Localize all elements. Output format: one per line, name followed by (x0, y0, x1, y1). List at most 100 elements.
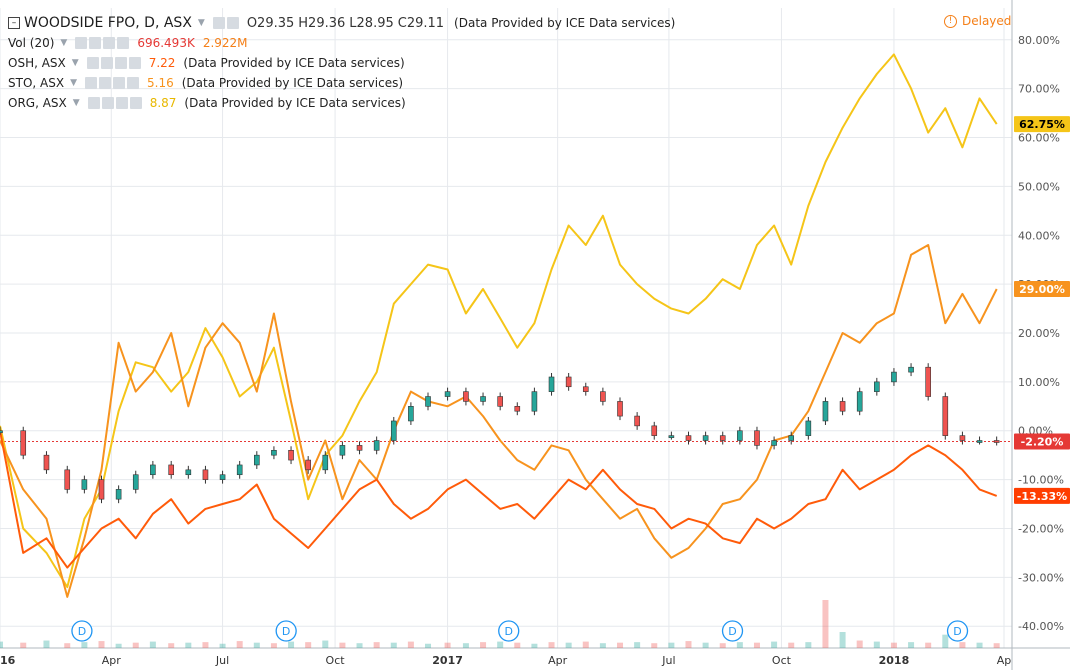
compare-row-org: ORG, ASX ▼ 8.87 (Data Provided by ICE Da… (8, 94, 406, 112)
symbol-title[interactable]: WOODSIDE FPO, D, ASX (24, 15, 192, 31)
compare-label[interactable]: STO, ASX (8, 76, 65, 90)
collapse-icon[interactable]: – (8, 17, 20, 29)
volume-bar (771, 641, 778, 648)
candle (444, 391, 451, 397)
candle (719, 435, 726, 441)
candle (0, 430, 3, 434)
price-badge-org (1014, 116, 1070, 133)
eye-icon[interactable] (212, 17, 225, 29)
candle (356, 445, 363, 451)
candle (480, 396, 486, 402)
series-line-org (0, 53, 998, 589)
volume-bar (0, 641, 3, 648)
dividend-marker[interactable] (71, 620, 93, 642)
main-symbol-row: – WOODSIDE FPO, D, ASX ▼ O29.35 H29.36 L… (8, 14, 675, 32)
gear-icon[interactable] (89, 37, 102, 49)
candle (805, 420, 812, 436)
candle (64, 469, 71, 490)
delayed-label: Delayed (962, 14, 1012, 28)
chevron-down-icon[interactable]: ▼ (197, 18, 205, 28)
candle (600, 391, 606, 402)
close-icon[interactable] (127, 77, 139, 89)
volume-bar (20, 642, 27, 648)
plus-icon[interactable] (113, 77, 125, 89)
close-icon[interactable] (117, 37, 130, 49)
dividend-marker[interactable] (498, 620, 520, 642)
volume-bar (685, 641, 692, 648)
y-tick-label: 50.00% (1018, 180, 1060, 193)
volume-bar (805, 642, 812, 648)
candle (236, 464, 243, 476)
candle (702, 435, 709, 441)
volume-row: Vol (20) ▼ 696.493K 2.922M (8, 34, 248, 52)
close-icon[interactable] (128, 57, 141, 69)
compare-label[interactable]: OSH, ASX (8, 56, 66, 70)
plus-icon[interactable] (115, 97, 128, 109)
volume-bar (890, 642, 897, 648)
volume-bar (115, 643, 122, 648)
volume-bar (81, 642, 88, 648)
y-tick-label: -20.00% (1018, 522, 1064, 535)
volume-label[interactable]: Vol (20) (8, 36, 55, 50)
y-tick-label: -10.00% (1018, 474, 1064, 487)
candle (976, 440, 983, 443)
dividend-marker-label: D (728, 625, 736, 638)
delayed-indicator[interactable]: ! Delayed (944, 14, 1011, 28)
eye-icon[interactable] (86, 57, 99, 69)
candle (822, 401, 829, 422)
high-value: H29.36 (298, 15, 346, 31)
eye-icon[interactable] (85, 77, 97, 89)
volume-bar (634, 642, 641, 648)
gear-icon[interactable] (99, 77, 111, 89)
volume-bar (390, 642, 397, 648)
gear-icon[interactable] (100, 57, 113, 69)
candle (390, 420, 397, 441)
candle (463, 391, 469, 402)
candle (651, 425, 658, 436)
x-tick-label: 2017 (432, 654, 463, 667)
candle (959, 435, 966, 441)
candle (425, 396, 431, 407)
chevron-down-icon[interactable]: ▼ (72, 98, 80, 108)
candle (132, 474, 139, 490)
low-value: L28.95 (349, 15, 394, 31)
candle (202, 469, 209, 480)
volume-buttons (75, 37, 130, 49)
volume-bar (185, 642, 192, 648)
candle (81, 479, 88, 490)
candle (168, 464, 175, 476)
eye-icon[interactable] (75, 37, 88, 49)
plus-icon[interactable] (114, 57, 127, 69)
candle (668, 435, 675, 438)
dividend-marker[interactable] (275, 620, 297, 642)
volume-bar (168, 643, 175, 648)
y-tick-label: -30.00% (1018, 571, 1064, 584)
price-badge-osh (1014, 487, 1070, 504)
eye-icon[interactable] (87, 97, 100, 109)
close-icon[interactable] (129, 97, 142, 109)
candle (305, 459, 311, 471)
volume-bar (288, 641, 295, 648)
chevron-down-icon[interactable]: ▼ (70, 78, 77, 88)
dividend-marker[interactable] (721, 620, 744, 642)
volume-bar (480, 642, 487, 648)
x-tick-label: Ap (997, 654, 1012, 667)
volume-bar (339, 642, 346, 648)
volume-bar (531, 643, 538, 648)
plus-icon[interactable] (103, 37, 116, 49)
candle (20, 430, 27, 456)
chevron-down-icon[interactable]: ▼ (71, 58, 79, 68)
gear-icon[interactable] (101, 97, 114, 109)
gear-icon[interactable] (226, 17, 239, 29)
dividend-marker[interactable] (946, 620, 969, 642)
volume-bar (253, 642, 260, 648)
compare-label[interactable]: ORG, ASX (8, 96, 67, 110)
volume-bar (373, 642, 380, 648)
candle (617, 401, 623, 417)
volume-bar (98, 641, 105, 648)
volume-bar (753, 642, 760, 648)
volume-bar (668, 642, 675, 648)
chevron-down-icon[interactable]: ▼ (60, 38, 68, 48)
volume-bar (149, 641, 156, 648)
